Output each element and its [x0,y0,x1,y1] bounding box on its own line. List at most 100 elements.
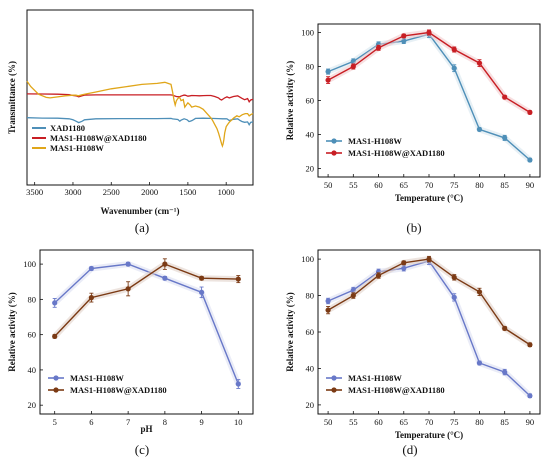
legend-label: MAS1-H108W [348,136,402,146]
series-line-MAS1-H108W@XAD1180 [327,31,531,113]
data-point [527,393,533,399]
x-tick-label: 1500 [179,187,196,197]
data-point [350,292,356,299]
legend-label: MAS1-H108W [70,373,124,383]
data-point [502,94,508,100]
y-tick-label: 80 [306,291,315,301]
data-point [401,265,407,271]
x-tick-label: 65 [400,180,409,190]
x-tick-label: 50 [324,417,333,427]
data-point [476,360,483,366]
x-tick-label: 90 [526,180,535,190]
data-point [325,77,331,83]
x-axis-label: pH [140,424,152,434]
x-tick-label: 9 [199,417,203,427]
x-tick-label: 60 [374,180,383,190]
legend-marker [331,150,337,156]
data-point [325,298,331,304]
x-tick-label: 65 [400,417,409,427]
data-point [476,60,483,66]
y-tick-label: 80 [306,62,315,72]
data-point [88,265,95,272]
x-tick-label: 3500 [26,187,43,197]
data-point [502,135,508,141]
x-tick-label: 70 [425,180,434,190]
y-axis-label: Relative activity (%) [285,61,295,140]
data-point [502,325,508,331]
data-point [476,289,483,295]
chart-panel-b: 50 55 60 65 70 75 80 85 90 20 40 60 80 100 MAS1-H108W M… [285,23,541,235]
y-axis-label: Relative activity (%) [7,292,17,371]
x-tick-label: 3000 [64,187,81,197]
series-line-MAS1-H108W [26,80,254,149]
y-tick-label: 40 [28,365,37,375]
y-tick-label: 40 [306,130,315,140]
series-line-MAS1-H108W@XAD1180 [26,93,254,103]
series-band [52,261,242,386]
x-tick-label: 55 [349,180,358,190]
panel-caption: (c) [135,442,149,457]
legend-label: XAD1180 [50,123,85,133]
data-point [527,109,533,115]
data-point [527,342,533,348]
x-tick-label: 70 [425,417,434,427]
legend-marker [53,387,59,393]
y-axis-label: Transmittance (%) [7,61,17,134]
x-axis-label: Temperature (°C) [395,430,463,440]
x-tick-label: 2000 [141,187,158,197]
y-tick-label: 80 [28,294,37,304]
data-point [451,46,457,53]
y-tick-label: 60 [306,96,315,106]
x-tick-label: 85 [500,417,509,427]
x-tick-label: 85 [500,180,509,190]
data-point [52,333,58,340]
data-point [235,276,241,282]
x-tick-label: 2500 [103,187,120,197]
data-point [88,295,95,301]
x-tick-label: 55 [349,417,358,427]
legend-marker [331,387,337,393]
legend-label: MAS1-H108W@XAD1180 [348,385,445,395]
x-tick-label: 5 [53,417,57,427]
chart-panel-c: 5 6 7 8 9 10 20 40 60 80 100 MAS1-H108W MAS1-H108W@X… [7,249,254,457]
data-point [401,260,407,266]
data-point [125,261,131,267]
data-point [350,63,356,70]
x-tick-label: 7 [126,417,130,427]
y-tick-label: 20 [28,400,37,410]
y-axis-label: Relative activity (%) [285,292,295,371]
x-tick-label: 80 [475,417,484,427]
x-tick-label: 60 [374,417,383,427]
data-point [476,126,483,132]
x-tick-label: 10 [234,417,243,427]
y-tick-label: 60 [28,330,37,340]
series-line-MAS1-H108W@XAD1180 [54,263,239,337]
x-tick-label: 8 [163,417,167,427]
x-axis-label: Temperature (°C) [395,193,463,203]
legend-marker [331,138,337,144]
data-point [125,286,131,292]
y-tick-label: 100 [23,259,36,269]
plot-frame [39,249,254,415]
x-axis-label: Wavenumber (cm⁻¹) [100,206,179,216]
data-point [162,261,168,267]
legend-label: MAS1-H108W@XAD1180 [70,385,167,395]
data-point [426,29,432,36]
x-tick-label: 75 [450,417,459,427]
data-point [375,272,382,279]
series-band [326,29,532,115]
panel-caption: (a) [135,220,149,235]
x-tick-label: 50 [324,180,333,190]
legend-marker [331,375,337,381]
y-tick-label: 20 [306,400,315,410]
x-tick-label: 90 [526,417,535,427]
chart-panel-d: 50 55 60 65 70 75 80 85 90 20 40 60 80 100 MAS1-H108W M… [285,249,541,457]
data-point [325,69,331,75]
chart-panel-a: 3500 3000 2500 2000 1500 1000XAD1180MAS1-H108… [7,9,254,235]
legend-label: MAS1-H108W [348,373,402,383]
x-tick-label: 75 [450,180,459,190]
y-tick-label: 100 [301,28,314,38]
data-point [162,275,168,281]
panel-caption: (d) [402,442,417,457]
